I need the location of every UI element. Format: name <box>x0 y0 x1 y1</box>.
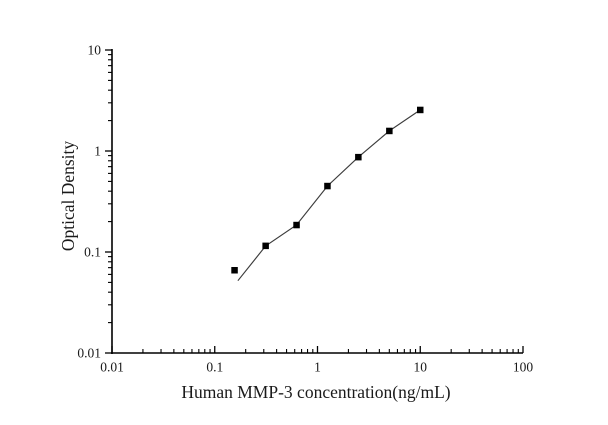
x-tick-label: 1 <box>314 360 321 375</box>
data-point <box>324 182 331 190</box>
y-tick-label: 10 <box>88 43 102 58</box>
data-point <box>355 153 362 161</box>
data-point <box>293 221 300 229</box>
data-point <box>262 242 269 250</box>
y-tick-label: 0.1 <box>84 245 101 260</box>
y-tick-label: 0.01 <box>77 346 101 361</box>
x-tick-label: 10 <box>414 360 428 375</box>
fit-line <box>237 109 421 282</box>
x-tick-label: 100 <box>513 360 534 375</box>
x-tick-label: 0.01 <box>100 360 124 375</box>
y-axis-title: Optical Density <box>58 141 78 252</box>
data-point <box>386 127 393 135</box>
data-point <box>417 106 424 114</box>
x-axis-title: Human MMP-3 concentration(ng/mL) <box>181 382 450 402</box>
y-tick-label: 1 <box>94 144 101 159</box>
x-tick-label: 0.1 <box>206 360 223 375</box>
data-point <box>231 267 238 274</box>
